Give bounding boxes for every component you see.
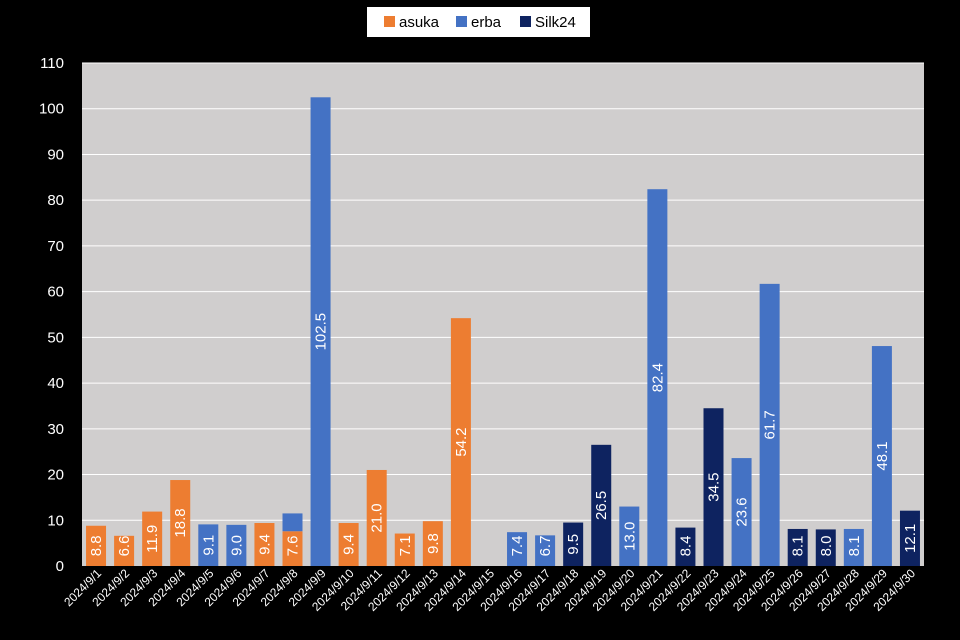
data-label: 21.0 <box>369 503 386 532</box>
bar-silk24 <box>899 510 920 566</box>
bar-erba <box>619 506 640 566</box>
data-label: 8.1 <box>846 536 863 557</box>
legend-swatch-erba <box>456 16 467 27</box>
data-label: 82.4 <box>649 363 666 392</box>
data-label: 8.4 <box>677 536 694 557</box>
data-label: 61.7 <box>762 410 779 439</box>
data-label: 54.2 <box>453 427 470 456</box>
x-axis: 2024/9/12024/9/22024/9/32024/9/42024/9/5… <box>61 566 918 614</box>
bar-erba <box>843 528 864 566</box>
data-label: 8.8 <box>88 535 105 556</box>
y-tick-label: 60 <box>47 284 64 301</box>
data-label: 7.4 <box>509 536 526 557</box>
y-tick-label: 10 <box>47 512 64 529</box>
bar-asuka <box>86 525 107 566</box>
bar-silk24 <box>787 528 808 566</box>
legend-box <box>367 7 590 37</box>
data-label: 7.1 <box>397 536 414 557</box>
bar-asuka <box>422 521 443 566</box>
data-label: 9.1 <box>200 535 217 556</box>
y-tick-label: 110 <box>40 55 64 72</box>
bar-silk24 <box>703 408 724 566</box>
data-label: 7.6 <box>285 536 302 557</box>
bars <box>86 97 920 566</box>
bar-erba <box>731 458 752 566</box>
bar-silk24 <box>815 529 836 566</box>
bar-asuka <box>282 531 303 566</box>
y-tick-label: 80 <box>47 192 64 209</box>
bar-asuka <box>254 523 275 566</box>
bar-asuka <box>170 480 191 566</box>
data-label: 9.0 <box>228 535 245 556</box>
data-label: 6.7 <box>537 536 554 557</box>
y-axis: 0 10 20 30 40 50 60 70 80 90 100 110 <box>39 55 64 575</box>
legend: asuka erba Silk24 <box>384 14 576 31</box>
data-label: 48.1 <box>874 441 891 470</box>
bar-erba <box>198 524 219 566</box>
legend-swatch-asuka <box>384 16 395 27</box>
legend-label-erba: erba <box>471 14 502 31</box>
bar-asuka <box>114 535 135 566</box>
plot-area <box>82 63 924 566</box>
bar-silk24 <box>563 522 584 566</box>
data-label: 26.5 <box>593 491 610 520</box>
bar-asuka <box>142 511 163 566</box>
data-label: 8.1 <box>790 536 807 557</box>
data-label: 18.8 <box>172 508 189 537</box>
bar-silk24 <box>675 527 696 566</box>
bar-asuka <box>366 469 387 566</box>
legend-swatch-silk24 <box>520 16 531 27</box>
gridlines <box>82 62 924 521</box>
bar-erba <box>507 532 528 566</box>
bar-asuka <box>338 523 359 566</box>
bar-erba <box>226 524 247 566</box>
data-label: 8.0 <box>818 536 835 557</box>
data-label: 12.1 <box>902 524 919 553</box>
data-label: 11.9 <box>144 525 161 553</box>
data-label: 9.8 <box>425 533 442 554</box>
data-label: 9.4 <box>341 534 358 555</box>
y-tick-label: 90 <box>47 146 64 163</box>
y-tick-label: 70 <box>47 238 64 255</box>
bar-erba <box>282 513 303 532</box>
data-labels: 8.8 6.6 11.9 18.8 9.1 9.0 9.4 7.6 102.5 9.4 21.0 7.… <box>88 313 919 557</box>
legend-label-silk24: Silk24 <box>535 14 576 31</box>
data-label: 9.4 <box>256 534 273 555</box>
data-label: 13.0 <box>621 522 638 551</box>
y-tick-label: 0 <box>56 558 64 575</box>
bar-silk24 <box>591 444 612 566</box>
y-tick-label: 40 <box>47 375 64 392</box>
bar-erba <box>535 535 556 566</box>
bar-erba <box>871 346 892 566</box>
y-tick-label: 100 <box>39 101 64 118</box>
bar-erba <box>647 189 668 566</box>
legend-label-asuka: asuka <box>399 14 440 31</box>
y-tick-label: 50 <box>47 329 64 346</box>
data-label: 34.5 <box>706 473 723 502</box>
data-label: 9.5 <box>565 534 582 555</box>
bar-asuka <box>450 318 471 566</box>
bar-erba <box>310 97 331 566</box>
data-label: 102.5 <box>313 313 330 351</box>
bar-erba <box>759 283 780 566</box>
bar-asuka <box>394 533 415 566</box>
data-label: 23.6 <box>734 497 751 526</box>
y-tick-label: 30 <box>47 421 64 438</box>
y-tick-label: 20 <box>47 467 64 484</box>
data-label: 6.6 <box>116 536 133 557</box>
